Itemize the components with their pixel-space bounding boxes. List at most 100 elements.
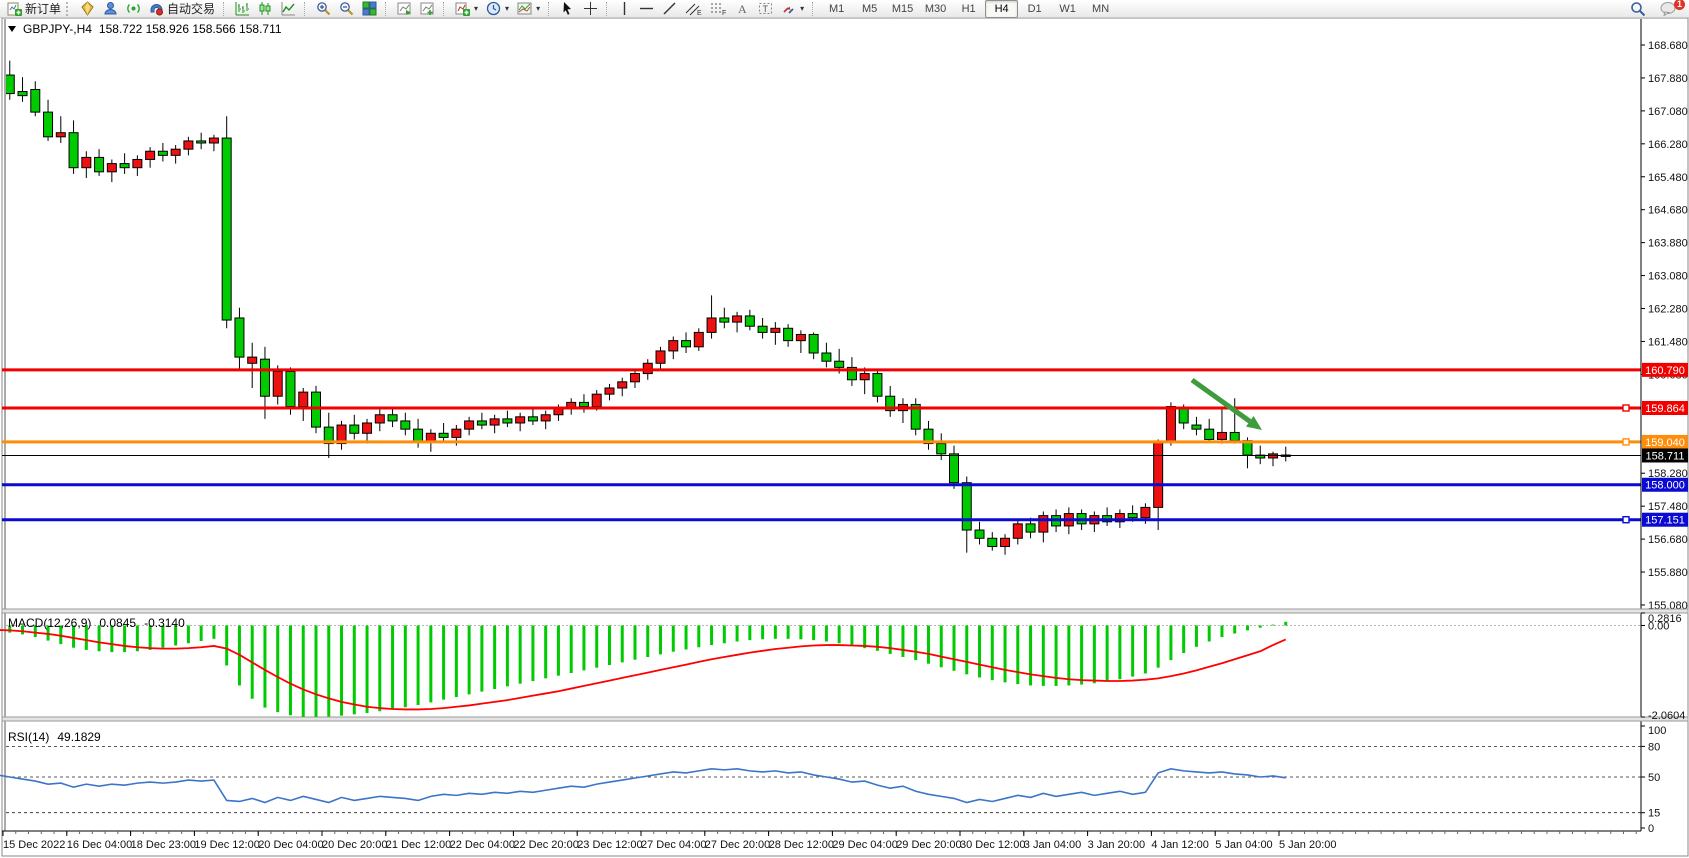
- candle: [234, 317, 245, 358]
- add-indicator-icon: [455, 2, 471, 16]
- time-label[interactable]: 21 Dec 12:00: [386, 839, 451, 851]
- template-selector-button[interactable]: ▾: [513, 0, 544, 18]
- new-order-button[interactable]: 新订单: [3, 0, 65, 18]
- chart-canvas[interactable]: 168.680 167.880 167.080 166.280 165.480 164.6…: [0, 18, 1689, 858]
- svg-text:T: T: [763, 4, 769, 14]
- add-indicator-button[interactable]: ▾: [451, 0, 482, 18]
- auto-trading-label: 自动交易: [167, 2, 216, 16]
- candle: [808, 333, 819, 354]
- chat-button[interactable]: 1: [1656, 0, 1685, 18]
- candle: [719, 317, 730, 323]
- time-label[interactable]: 18 Dec 23:00: [131, 839, 196, 851]
- pane-splitter-macd[interactable]: [1, 608, 1689, 614]
- price-badge-label: 158.711: [1646, 450, 1685, 462]
- time-label[interactable]: 20 Dec 04:00: [258, 839, 323, 851]
- time-label[interactable]: 15 Dec 2022: [3, 839, 65, 851]
- price-badge-label: 160.790: [1645, 365, 1685, 377]
- time-label[interactable]: 3 Jan 04:00: [1024, 839, 1082, 851]
- profiles-button[interactable]: [99, 0, 122, 18]
- time-label[interactable]: 16 Dec 04:00: [67, 839, 132, 851]
- text-label-tool[interactable]: T: [754, 0, 777, 18]
- cursor-tool-button[interactable]: [556, 0, 579, 18]
- chat-notification-badge: 1: [1674, 0, 1685, 10]
- time-label[interactable]: 22 Dec 20:00: [513, 839, 578, 851]
- tile-windows-button[interactable]: [358, 0, 381, 18]
- timeframe-mn[interactable]: MN: [1092, 2, 1110, 15]
- time-label[interactable]: 20 Dec 20:00: [322, 839, 387, 851]
- equidistant-channel-icon: E: [685, 3, 702, 16]
- line-handle[interactable]: [1622, 404, 1630, 412]
- auto-trading-icon: [150, 4, 164, 16]
- time-label[interactable]: 30 Dec 12:00: [960, 839, 1025, 851]
- data-window-button[interactable]: [416, 0, 439, 18]
- macd-indicator-label: MACD(12,26,9) 0.0845 -0.3140: [8, 616, 185, 630]
- candle: [706, 317, 717, 333]
- timeframe-d1[interactable]: D1: [1027, 2, 1042, 15]
- candle: [157, 150, 168, 156]
- macd-signal-value: -0.3140: [144, 616, 185, 630]
- candle: [795, 333, 806, 342]
- chart-menu-dropdown-icon[interactable]: [8, 26, 16, 32]
- equidistant-channel-tool[interactable]: E: [681, 0, 706, 18]
- svg-text:E: E: [697, 10, 702, 16]
- charts-panel-button[interactable]: [393, 0, 416, 18]
- line-chart-button[interactable]: [277, 0, 300, 18]
- line-handle[interactable]: [1622, 516, 1630, 524]
- crosshair-tool-button[interactable]: [579, 0, 602, 18]
- toolbar-grip: [66, 1, 73, 16]
- time-label[interactable]: 27 Dec 04:00: [641, 839, 706, 851]
- vertical-line-tool[interactable]: [614, 0, 635, 18]
- candle-chart-button[interactable]: [254, 0, 277, 18]
- timeframe-m1[interactable]: M1: [828, 2, 845, 15]
- price-tick-label: 158.280: [1648, 468, 1688, 480]
- candle: [540, 414, 551, 422]
- timeframe-w1[interactable]: W1: [1059, 2, 1076, 15]
- toolbar-separator: [548, 1, 553, 16]
- time-label[interactable]: 22 Dec 04:00: [450, 839, 515, 851]
- time-label[interactable]: 27 Dec 20:00: [705, 839, 770, 851]
- time-label[interactable]: 3 Jan 20:00: [1088, 839, 1146, 851]
- signal-button[interactable]: [122, 0, 145, 18]
- search-button[interactable]: [1626, 0, 1650, 18]
- price-tick-label: 163.080: [1648, 271, 1688, 283]
- candle: [502, 418, 513, 424]
- zoom-out-button[interactable]: [335, 0, 358, 18]
- line-handle[interactable]: [1622, 438, 1630, 446]
- timeframe-m15[interactable]: M15: [891, 2, 914, 15]
- candle: [476, 420, 487, 426]
- candle: [910, 403, 921, 430]
- trendline-tool[interactable]: [658, 0, 681, 18]
- trend-arrow-annotation[interactable]: [1190, 377, 1252, 424]
- candle: [617, 381, 628, 389]
- candle: [413, 428, 424, 443]
- candle: [821, 352, 832, 362]
- period-selector-button[interactable]: ▾: [482, 0, 513, 18]
- time-label[interactable]: 4 Jan 12:00: [1151, 839, 1209, 851]
- candle: [604, 387, 615, 395]
- horizontal-line-tool[interactable]: [635, 0, 658, 18]
- svg-text:A: A: [738, 2, 747, 16]
- time-label[interactable]: 19 Dec 12:00: [194, 839, 259, 851]
- fibonacci-tool[interactable]: F: [706, 0, 731, 18]
- arrows-tool[interactable]: ▾: [777, 0, 808, 18]
- zoom-in-button[interactable]: [312, 0, 335, 18]
- time-label[interactable]: 23 Dec 12:00: [577, 839, 642, 851]
- time-label[interactable]: 5 Jan 04:00: [1215, 839, 1273, 851]
- time-label[interactable]: 29 Dec 04:00: [832, 839, 897, 851]
- pane-splitter-rsi[interactable]: [1, 716, 1689, 722]
- crystal-button[interactable]: [76, 0, 99, 18]
- timeframe-h1[interactable]: H1: [961, 2, 976, 15]
- candle: [374, 414, 385, 424]
- text-tool[interactable]: A: [731, 0, 754, 18]
- timeframe-h4[interactable]: H4: [985, 0, 1019, 18]
- time-label[interactable]: 28 Dec 12:00: [769, 839, 834, 851]
- timeframe-m5[interactable]: M5: [861, 2, 878, 15]
- candle: [1114, 513, 1125, 523]
- bar-chart-button[interactable]: [231, 0, 254, 18]
- time-label[interactable]: 5 Jan 20:00: [1279, 839, 1337, 851]
- candle: [578, 401, 589, 408]
- timeframe-m30[interactable]: M30: [924, 2, 947, 15]
- time-label[interactable]: 29 Dec 20:00: [896, 839, 961, 851]
- fibonacci-icon: F: [711, 3, 726, 16]
- auto-trading-button[interactable]: 自动交易: [145, 0, 219, 18]
